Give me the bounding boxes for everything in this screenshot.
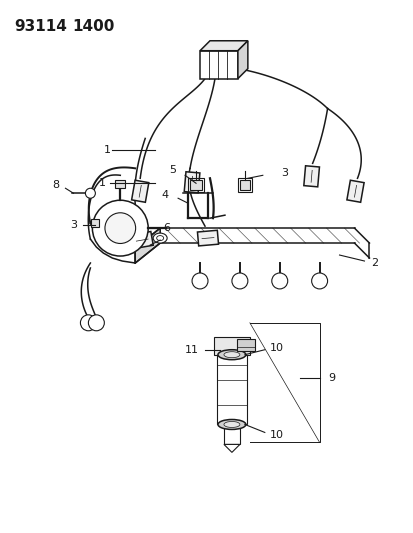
Circle shape [92, 200, 148, 256]
Text: 4: 4 [161, 190, 168, 200]
Bar [199, 51, 237, 79]
Text: 5: 5 [169, 165, 176, 175]
Ellipse shape [217, 419, 245, 430]
Bar [223, 424, 239, 445]
Circle shape [192, 273, 207, 289]
Polygon shape [135, 228, 160, 263]
Circle shape [271, 273, 287, 289]
Bar [115, 180, 125, 188]
Circle shape [88, 315, 104, 331]
Text: 3: 3 [280, 168, 287, 179]
Bar [91, 219, 99, 227]
Text: 1400: 1400 [72, 19, 114, 34]
Text: 10: 10 [269, 431, 283, 440]
Text: 11: 11 [185, 345, 199, 355]
Bar [214, 337, 249, 354]
Text: 7: 7 [139, 244, 147, 254]
Circle shape [231, 273, 247, 289]
Ellipse shape [223, 422, 239, 427]
Text: 10: 10 [269, 343, 283, 353]
Bar [190, 180, 202, 190]
Polygon shape [237, 41, 247, 79]
Ellipse shape [223, 352, 239, 358]
Text: 1: 1 [104, 146, 111, 156]
Text: 3: 3 [70, 220, 77, 230]
Polygon shape [223, 445, 239, 453]
Circle shape [311, 273, 327, 289]
Polygon shape [131, 180, 148, 203]
Bar [236, 339, 254, 351]
Bar [188, 179, 204, 192]
Bar [237, 179, 251, 192]
Text: 1: 1 [98, 178, 105, 188]
Text: 9: 9 [327, 373, 335, 383]
Text: 2: 2 [370, 258, 377, 268]
Ellipse shape [217, 350, 245, 360]
Circle shape [104, 213, 135, 244]
Polygon shape [184, 172, 199, 193]
Circle shape [85, 188, 95, 198]
Circle shape [80, 315, 96, 331]
Ellipse shape [156, 236, 163, 240]
Ellipse shape [153, 233, 167, 243]
Polygon shape [199, 41, 247, 51]
Polygon shape [303, 166, 319, 187]
Polygon shape [131, 231, 153, 249]
Text: 8: 8 [52, 180, 59, 190]
Bar [239, 180, 249, 190]
Polygon shape [197, 230, 218, 246]
Text: 93114: 93114 [14, 19, 67, 34]
Polygon shape [346, 180, 363, 203]
Text: 6: 6 [163, 223, 170, 233]
Polygon shape [135, 228, 160, 263]
Bar [216, 354, 246, 424]
